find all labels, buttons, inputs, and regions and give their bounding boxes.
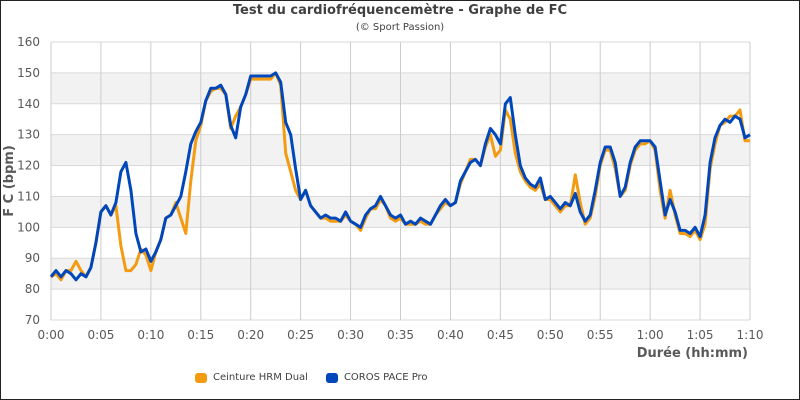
- y-tick-label: 100: [17, 220, 40, 234]
- x-tick-label: 0:25: [287, 328, 314, 342]
- x-tick-label: 0:40: [437, 328, 464, 342]
- y-tick-label: 150: [17, 66, 40, 80]
- y-tick-label: 110: [17, 189, 40, 203]
- legend-label: COROS PACE Pro: [343, 372, 428, 383]
- x-tick-label: 1:05: [687, 328, 714, 342]
- x-tick-label: 0:00: [38, 328, 65, 342]
- legend-item-hrm[interactable]: Ceinture HRM Dual: [195, 372, 308, 383]
- x-tick-label: 0:55: [587, 328, 614, 342]
- x-tick-label: 0:05: [87, 328, 114, 342]
- chart-title: Test du cardiofréquencemètre - Graphe de…: [232, 3, 568, 18]
- x-tick-label: 0:45: [487, 328, 514, 342]
- y-tick-label: 90: [25, 251, 40, 265]
- y-tick-label: 70: [25, 313, 40, 327]
- series-line-coros-pace-pro: [49, 71, 751, 282]
- y-tick-label: 160: [17, 35, 40, 49]
- x-tick-label: 1:00: [637, 328, 664, 342]
- x-tick-label: 0:50: [537, 328, 564, 342]
- legend-item-coros[interactable]: COROS PACE Pro: [325, 372, 428, 383]
- y-tick-label: 130: [17, 128, 40, 142]
- x-tick-label: 0:30: [337, 328, 364, 342]
- x-tick-label: 0:15: [187, 328, 214, 342]
- y-axis-label: F C (bpm): [2, 145, 17, 217]
- chart-subtitle: (© Sport Passion): [355, 22, 445, 33]
- x-tick-label: 0:10: [137, 328, 164, 342]
- y-tick-label: 140: [17, 97, 40, 111]
- legend-swatch: [195, 372, 207, 383]
- x-tick-label: 1:10: [737, 328, 764, 342]
- x-axis-label: Durée (hh:mm): [637, 346, 748, 361]
- legend-label: Ceinture HRM Dual: [213, 372, 308, 383]
- x-tick-label: 0:20: [237, 328, 264, 342]
- y-tick-label: 80: [25, 282, 40, 296]
- legend-swatch: [325, 372, 338, 383]
- y-tick-label: 120: [17, 159, 40, 173]
- x-tick-label: 0:35: [387, 328, 414, 342]
- legend: Ceinture HRM Dual COROS PACE Pro: [195, 372, 428, 383]
